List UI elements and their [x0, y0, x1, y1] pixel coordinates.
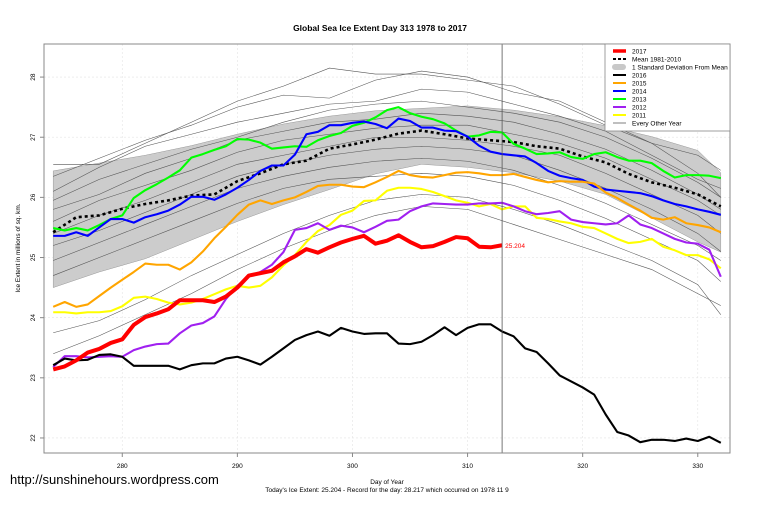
legend-label: 2013: [632, 96, 647, 103]
x-tick-label: 290: [232, 463, 243, 470]
series-line-2016: [52, 323, 722, 444]
legend-label: 2014: [632, 88, 647, 95]
legend-label: Every Other Year: [632, 120, 682, 127]
series-line-2014: [53, 117, 722, 237]
x-tick-label: 320: [577, 463, 588, 470]
y-tick-label: 22: [30, 434, 37, 442]
other-year-line: [53, 145, 721, 252]
y-tick-label: 25: [30, 254, 37, 262]
year-series: [52, 106, 722, 444]
plot-frame: [43, 43, 731, 454]
series-line-2012: [52, 201, 722, 368]
x-tick-label: 300: [347, 463, 358, 470]
chart-title: Global Sea Ice Extent Day 313 1978 to 20…: [293, 23, 467, 33]
sd-band-area: [52, 105, 722, 288]
x-tick-label: 330: [692, 463, 703, 470]
y-tick-label: 24: [30, 314, 37, 322]
y-axis-ticks: 22 23 24 25 26 27 28: [30, 73, 44, 442]
other-year-line: [53, 206, 721, 355]
legend-label: 2011: [632, 112, 646, 119]
mean-line-group: [52, 129, 722, 234]
other-year-line: [53, 136, 721, 234]
other-year-line: [53, 158, 721, 261]
watermark-url: http://sunshinehours.wordpress.com: [10, 472, 219, 487]
legend-label: 2015: [632, 80, 647, 87]
series-line-2013: [52, 106, 722, 232]
series-line-2011: [53, 186, 722, 315]
other-year-line: [53, 100, 721, 201]
legend-label: 1 Standard Deviation From Mean: [632, 64, 728, 71]
y-tick-label: 23: [30, 374, 37, 382]
y-tick-label: 27: [30, 133, 37, 141]
sd-band: [52, 105, 722, 288]
x-axis-label: Day of Year: [370, 479, 404, 486]
legend-label: Mean 1981-2010: [632, 56, 682, 63]
mean-line: [52, 129, 722, 234]
other-year-line: [53, 173, 721, 282]
series-line-2015: [52, 169, 722, 308]
x-axis-ticks: 280 290 300 310 320 330: [117, 453, 704, 470]
y-tick-label: 26: [30, 193, 37, 201]
bottom-subtitle: Today's Ice Extent: 25.204 - Record for …: [265, 487, 509, 494]
x-tick-label: 310: [462, 463, 473, 470]
y-axis-label: Ice Extent in millions of sq. km.: [15, 203, 22, 292]
legend-label: 2016: [632, 72, 647, 79]
other-year-line: [53, 88, 721, 192]
legend-label: 2017: [632, 48, 647, 55]
other-year-line: [53, 70, 721, 177]
y-tick-label: 28: [30, 73, 37, 81]
legend-label: 2012: [632, 104, 647, 111]
current-value-label: 25.204: [505, 243, 525, 250]
series-line-2017: [52, 233, 503, 372]
legend-swatch-band: [612, 64, 626, 70]
other-year-line: [53, 194, 722, 333]
x-tick-label: 280: [117, 463, 128, 470]
